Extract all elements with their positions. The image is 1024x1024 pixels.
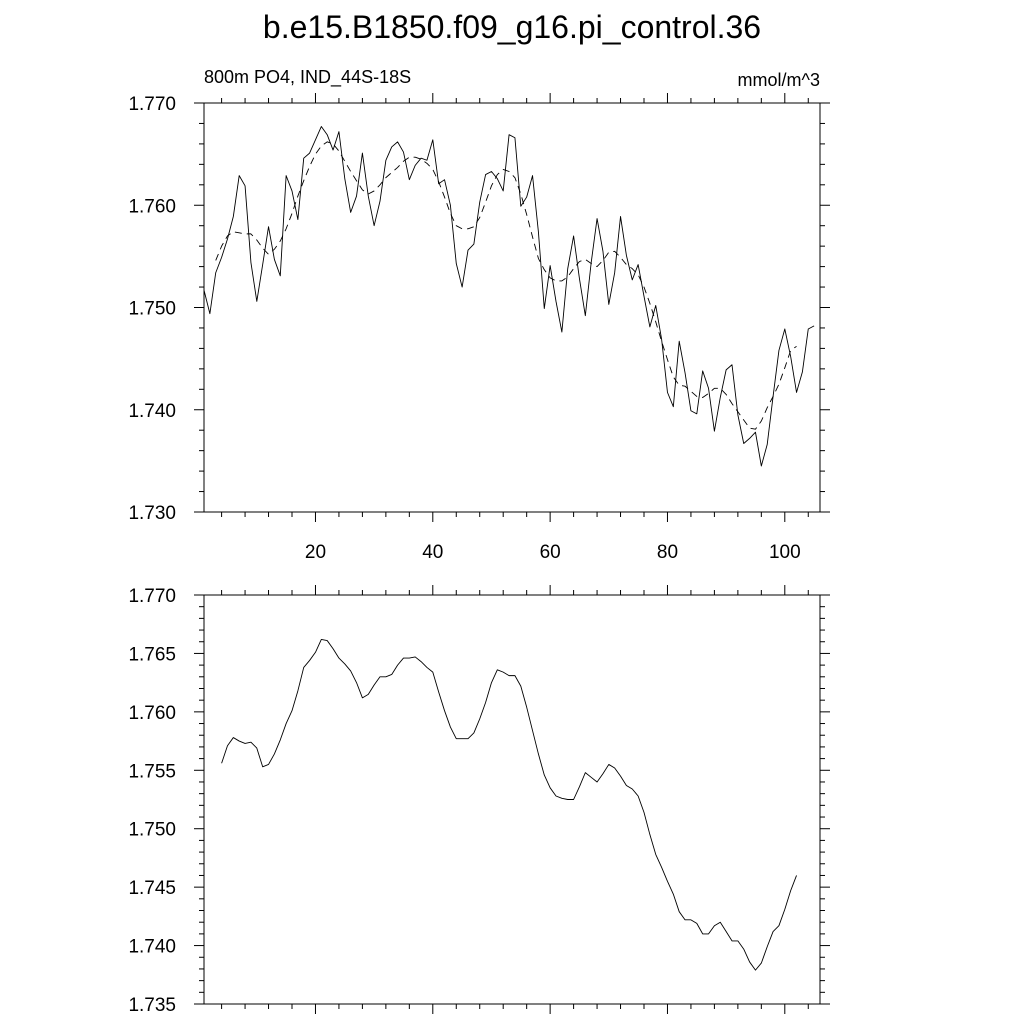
y-tick-label: 1.760 <box>128 196 176 217</box>
y-tick-label: 1.740 <box>128 401 176 422</box>
plot-frame <box>203 594 821 1005</box>
panel-1-left-string: 800m PO4, IND_44S-18S <box>204 67 411 88</box>
x-tick-label: 40 <box>422 542 443 563</box>
series-line-dashed <box>215 141 797 430</box>
panel-2: 1.735 1.740 1.745 1.750 1.755 1.760 1.765 1.770 <box>128 585 830 1016</box>
y-tick-label: 1.770 <box>128 586 176 607</box>
y-tick-label: 1.745 <box>128 878 176 899</box>
y-tick-label: 1.750 <box>128 820 176 841</box>
y-tick-label: 1.765 <box>128 644 176 665</box>
x-tick-label: 20 <box>305 542 326 563</box>
x-tick-label: 60 <box>540 542 561 563</box>
y-tick-label: 1.750 <box>128 299 176 320</box>
panel-1-units: mmol/m^3 <box>738 70 820 90</box>
plot-frame <box>203 102 821 513</box>
y-tick-label: 1.760 <box>128 703 176 724</box>
x-tick-label: 100 <box>769 542 801 563</box>
figure-title: b.e15.B1850.f09_g16.pi_control.36 <box>263 9 761 45</box>
y-tick-label: 1.740 <box>128 937 176 958</box>
panel-1: 20 40 60 80 100 1.730 1.740 1.750 1.760 1.770 <box>128 93 830 563</box>
y-tick-label: 1.735 <box>128 995 176 1016</box>
y-tick-label: 1.730 <box>128 503 176 524</box>
y-tick-label: 1.755 <box>128 761 176 782</box>
y-tick-label: 1.770 <box>128 94 176 115</box>
series-line-solid <box>203 126 815 467</box>
series-line-solid <box>221 638 797 971</box>
x-tick-label: 80 <box>657 542 678 563</box>
